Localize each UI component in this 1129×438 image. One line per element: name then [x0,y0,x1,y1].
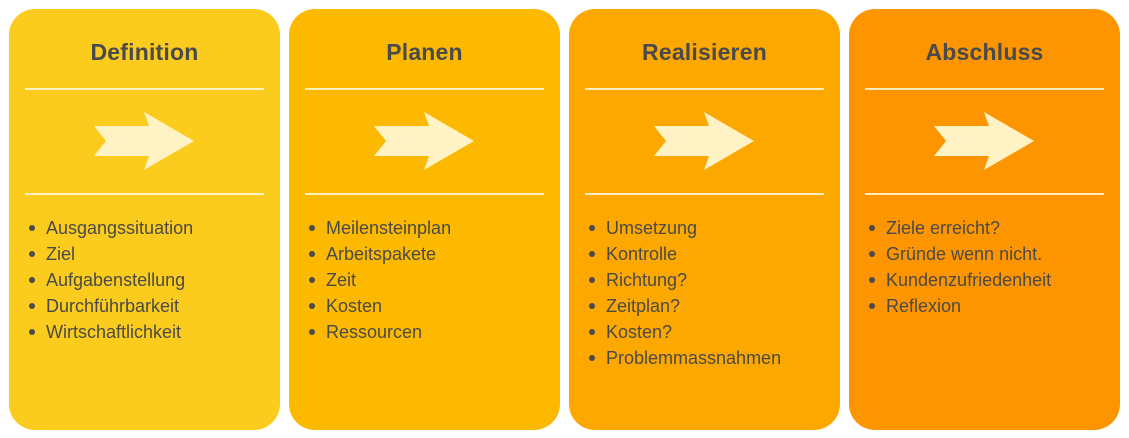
list-item: Ausgangssituation [27,215,193,241]
list-item-label: Ziele erreicht? [886,218,1001,238]
list-item: Wirtschaftlichkeit [27,319,193,345]
divider-bottom [305,193,544,195]
bullet-icon [29,303,35,309]
list-item: Aufgabenstellung [27,267,193,293]
list-item-label: Ziel [46,244,76,264]
list-item-label: Richtung? [606,270,688,290]
phase-item-list: Meilensteinplan Arbeitspakete Zeit Koste… [307,215,451,345]
phase-title: Planen [386,39,463,65]
right-arrow-icon [94,112,194,170]
phase-title: Realisieren [642,39,767,65]
phase-card-realisieren: Realisieren Umsetzung Kontrolle Richtung… [569,9,840,430]
list-item: Richtung? [587,267,781,293]
phase-title: Definition [90,39,199,65]
phase-item-list: Ausgangssituation Ziel Aufgabenstellung … [27,215,193,345]
bullet-icon [589,303,595,309]
list-item: Arbeitspakete [307,241,451,267]
bullet-icon [589,251,595,257]
list-item-label: Kosten [326,296,383,316]
list-item-label: Zeit [326,270,357,290]
divider-bottom [865,193,1104,195]
bullet-icon [309,329,315,335]
divider-top [865,88,1104,90]
bullet-icon [29,277,35,283]
divider-top [25,88,264,90]
bullet-icon [589,355,595,361]
bullet-icon [869,251,875,257]
bullet-icon [869,225,875,231]
list-item: Problemmassnahmen [587,345,781,371]
phase-title: Abschluss [925,39,1044,65]
list-item: Ziele erreicht? [867,215,1051,241]
list-item: Kosten? [587,319,781,345]
list-item: Reflexion [867,293,1051,319]
bullet-icon [589,277,595,283]
bullet-icon [29,251,35,257]
list-item: Ressourcen [307,319,451,345]
phase-item-list: Ziele erreicht? Gründe wenn nicht. Kunde… [867,215,1051,319]
list-item-label: Wirtschaftlichkeit [46,322,182,342]
list-item-label: Ausgangssituation [46,218,194,238]
right-arrow-icon [654,112,754,170]
phase-card-abschluss: Abschluss Ziele erreicht? Gründe wenn ni… [849,9,1120,430]
list-item-label: Kosten? [606,322,673,342]
list-item-label: Arbeitspakete [326,244,437,264]
list-item-label: Reflexion [886,296,962,316]
bullet-icon [869,303,875,309]
phase-card-planen: Planen Meilensteinplan Arbeitspakete Zei… [289,9,560,430]
list-item: Umsetzung [587,215,781,241]
divider-top [305,88,544,90]
bullet-icon [309,303,315,309]
list-item: Zeit [307,267,451,293]
list-item-label: Meilensteinplan [326,218,452,238]
list-item-label: Ressourcen [326,322,423,342]
bullet-icon [589,225,595,231]
list-item-label: Problemmassnahmen [606,348,782,368]
list-item-label: Aufgabenstellung [46,270,186,290]
list-item-label: Kontrolle [606,244,678,264]
phase-card-definition: Definition Ausgangssituation Ziel Aufgab… [9,9,280,430]
right-arrow-icon [374,112,474,170]
bullet-icon [589,329,595,335]
list-item: Kundenzufriedenheit [867,267,1051,293]
bullet-icon [309,225,315,231]
list-item-label: Zeitplan? [606,296,681,316]
list-item: Ziel [27,241,193,267]
list-item: Durchführbarkeit [27,293,193,319]
list-item: Zeitplan? [587,293,781,319]
bullet-icon [29,225,35,231]
bullet-icon [869,277,875,283]
list-item-label: Umsetzung [606,218,698,238]
bullet-icon [309,277,315,283]
list-item-label: Gründe wenn nicht. [886,244,1043,264]
list-item: Meilensteinplan [307,215,451,241]
list-item: Kosten [307,293,451,319]
divider-top [585,88,824,90]
right-arrow-icon [934,112,1034,170]
bullet-icon [309,251,315,257]
list-item: Kontrolle [587,241,781,267]
divider-bottom [25,193,264,195]
bullet-icon [29,329,35,335]
divider-bottom [585,193,824,195]
list-item-label: Durchführbarkeit [46,296,180,316]
list-item: Gründe wenn nicht. [867,241,1051,267]
list-item-label: Kundenzufriedenheit [886,270,1052,290]
phase-item-list: Umsetzung Kontrolle Richtung? Zeitplan? … [587,215,781,371]
